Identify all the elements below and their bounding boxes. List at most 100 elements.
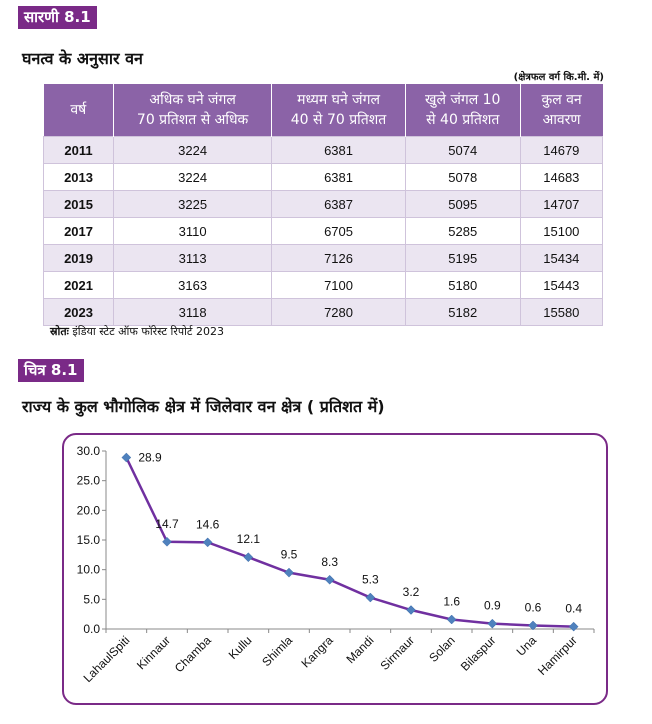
cell-total-cover: 15434 [519, 244, 604, 272]
cell-open-forest: 5182 [404, 298, 521, 326]
cell-year: 2023 [42, 298, 115, 326]
source-text: इंडिया स्टेट ऑफ फॉरेस्ट रिपोर्ट 2023 [68, 325, 224, 338]
cell-total-cover: 14679 [519, 136, 604, 164]
data-point-marker [162, 536, 172, 547]
unit-note: (क्षेत्रफल वर्ग कि.मी. में) [513, 72, 604, 83]
cell-year: 2019 [42, 244, 115, 272]
data-point-marker [446, 614, 457, 625]
data-point-marker [406, 605, 416, 615]
cell-year: 2011 [42, 136, 115, 164]
category-label: Kangra [299, 633, 336, 670]
figure-number-tag: चित्र 8.1 [18, 359, 84, 382]
y-tick-label: 20.0 [77, 503, 101, 517]
cell-open-forest: 5095 [404, 190, 521, 218]
table-row: 2013 3224 6381 5078 14683 [42, 163, 604, 191]
category-label: Una [514, 633, 540, 659]
table-header-row: वर्ष अधिक घने जंगल 70 प्रतिशत से अधिक मध्… [43, 84, 603, 137]
category-label: Kinnaur [134, 633, 173, 672]
cell-moderately-dense: 6381 [271, 163, 406, 191]
series-line [125, 456, 574, 628]
data-label: 28.9 [138, 451, 162, 465]
header-open-forest: खुले जंगल 10 से 40 प्रतिशत [405, 84, 521, 137]
category-label: Kullu [226, 633, 255, 662]
cell-very-dense: 3224 [113, 163, 273, 191]
table-row: 2017 3110 6705 5285 15100 [42, 217, 604, 245]
y-tick-label: 0.0 [83, 622, 100, 636]
category-label: LahaulSpiti [81, 633, 133, 685]
cell-moderately-dense: 7280 [271, 298, 406, 326]
cell-total-cover: 15443 [519, 271, 604, 299]
cell-year: 2017 [42, 217, 115, 245]
chart-heading: राज्य के कुल भौगोलिक क्षेत्र में जिलेवार… [22, 397, 385, 416]
data-point-marker [121, 452, 132, 463]
header-moderately-dense: मध्यम घने जंगल 40 से 70 प्रतिशत [271, 84, 406, 137]
category-label: Mandi [343, 633, 376, 666]
cell-very-dense: 3118 [113, 298, 273, 326]
table-number-tag: सारणी 8.1 [18, 6, 97, 29]
data-point-marker [243, 552, 254, 563]
data-label: 14.7 [155, 517, 179, 531]
table-heading: घनत्व के अनुसार वन [22, 49, 143, 68]
data-label: 1.6 [443, 595, 460, 609]
data-label: 3.2 [403, 585, 420, 599]
y-tick-label: 25.0 [77, 474, 101, 488]
y-tick-label: 15.0 [77, 533, 101, 547]
cell-moderately-dense: 6387 [271, 190, 406, 218]
cell-open-forest: 5078 [404, 163, 521, 191]
category-label: Shimla [259, 633, 295, 669]
data-point-marker [568, 621, 579, 632]
data-point-marker [284, 567, 294, 578]
cell-open-forest: 5180 [404, 271, 521, 299]
data-point-marker [324, 574, 335, 585]
cell-total-cover: 14707 [519, 190, 604, 218]
source-note: स्रोतः इंडिया स्टेट ऑफ फॉरेस्ट रिपोर्ट 2… [50, 324, 224, 339]
district-forest-line-chart: 0.0 5.0 10.0 15.0 20.0 25.0 30.0 28.9 LahaulSpit… [77, 444, 595, 685]
table-row: 2023 3118 7280 5182 15580 [42, 298, 604, 326]
y-tick-label: 30.0 [77, 444, 101, 458]
header-total-cover: कुल वन आवरण [520, 84, 603, 137]
data-point-marker [202, 537, 213, 548]
category-label: Hamirpur [535, 633, 580, 678]
cell-open-forest: 5074 [404, 136, 521, 164]
header-year: वर्ष [43, 84, 115, 137]
data-label: 0.6 [525, 600, 542, 614]
y-tick-label: 5.0 [83, 592, 100, 606]
category-label: Sirmaur [378, 633, 418, 673]
data-point-marker [487, 618, 498, 629]
cell-very-dense: 3225 [113, 190, 273, 218]
chart-frame: 0.0 5.0 10.0 15.0 20.0 25.0 30.0 28.9 LahaulSpit… [62, 433, 608, 705]
cell-very-dense: 3224 [113, 136, 273, 164]
data-label: 8.3 [321, 555, 338, 569]
cell-open-forest: 5195 [404, 244, 521, 272]
data-label: 14.6 [196, 517, 220, 531]
data-label: 12.1 [237, 532, 261, 546]
data-point-marker [528, 620, 538, 631]
cell-total-cover: 15580 [519, 298, 604, 326]
cell-year: 2021 [42, 271, 115, 299]
category-label: Chamba [172, 633, 214, 675]
category-label: Solan [426, 633, 458, 665]
cell-very-dense: 3110 [113, 217, 273, 245]
category-label: Bilaspur [458, 633, 499, 674]
data-label: 0.4 [565, 602, 582, 616]
forest-density-table: वर्ष अधिक घने जंगल 70 प्रतिशत से अधिक मध्… [42, 84, 604, 326]
cell-moderately-dense: 7100 [271, 271, 406, 299]
cell-moderately-dense: 6381 [271, 136, 406, 164]
table-body: 2011 3224 6381 5074 14679 2013 3224 6381 5078 146… [42, 136, 604, 326]
cell-very-dense: 3113 [113, 244, 273, 272]
table-row: 2015 3225 6387 5095 14707 [42, 190, 604, 218]
header-very-dense: अधिक घने जंगल 70 प्रतिशत से अधिक [113, 84, 273, 137]
y-tick-label: 10.0 [77, 563, 101, 577]
data-label: 5.3 [362, 573, 379, 587]
data-point-marker [365, 592, 376, 603]
cell-total-cover: 15100 [519, 217, 604, 245]
cell-moderately-dense: 6705 [271, 217, 406, 245]
table-row: 2021 3163 7100 5180 15443 [42, 271, 604, 299]
source-label: स्रोतः [50, 325, 69, 338]
data-label: 9.5 [281, 548, 298, 562]
cell-very-dense: 3163 [113, 271, 273, 299]
cell-year: 2013 [42, 163, 115, 191]
cell-year: 2015 [42, 190, 115, 218]
table-row: 2019 3113 7126 5195 15434 [42, 244, 604, 272]
data-label: 0.9 [484, 599, 501, 613]
